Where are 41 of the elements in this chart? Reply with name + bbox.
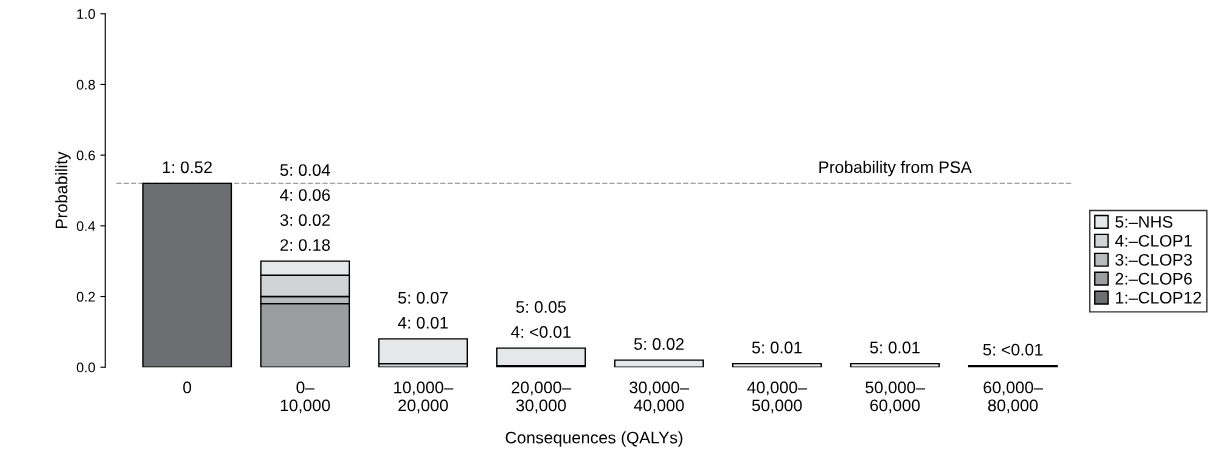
y-tick-label: 0.2 xyxy=(76,291,95,302)
bar xyxy=(142,182,233,368)
data-label: 5: <0.01 xyxy=(983,343,1043,356)
legend-label: 5:–NHS xyxy=(1115,215,1173,228)
data-label: 5: 0.07 xyxy=(398,291,448,304)
x-tick-label: 50,000– 60,000 xyxy=(865,381,926,414)
y-tick-label: 1.0 xyxy=(77,9,95,19)
legend-label: 2:–CLOP6 xyxy=(1115,272,1192,285)
y-tick-label: 0.6 xyxy=(76,150,95,161)
data-label: 4: 0.01 xyxy=(397,316,448,329)
bar xyxy=(849,362,940,368)
annotation: 4: 0.06 xyxy=(280,189,330,201)
annotation: 2: 0.18 xyxy=(280,239,330,251)
x-tick-label: 40,000– 50,000 xyxy=(747,381,808,414)
x-tick-label: 30,000– 40,000 xyxy=(629,381,690,414)
legend-label: 3:–CLOP3 xyxy=(1115,253,1192,266)
ref-line-label: Probability from PSA xyxy=(819,160,972,177)
data-label: 1: 0.52 xyxy=(162,161,212,174)
bar xyxy=(496,347,586,367)
data-label: 5: 0.01 xyxy=(752,341,802,354)
x-tick-label: 0– 10,000 xyxy=(280,381,330,414)
y-tick-label: 0.8 xyxy=(76,79,95,90)
data-label: 5: 0.01 xyxy=(870,341,920,354)
x-tick-label: 0 xyxy=(183,381,192,394)
data-label: 4: <0.01 xyxy=(511,326,571,338)
legend-label: 4:–CLOP1 xyxy=(1115,234,1192,247)
data-label: 5: 0.05 xyxy=(516,301,566,313)
legend-label: 1:–CLOP12 xyxy=(1116,291,1202,304)
bar xyxy=(732,362,822,368)
annotation: 3: 0.02 xyxy=(280,214,330,226)
x-tick-label: 60,000– 80,000 xyxy=(983,381,1044,414)
data-label: 5: 0.02 xyxy=(634,338,684,350)
x-axis-title: Consequences (QALYs) xyxy=(505,431,683,447)
y-tick-label: 0.0 xyxy=(76,362,95,373)
annotation: 5: 0.04 xyxy=(280,164,331,176)
bar xyxy=(614,359,704,368)
x-tick-label: 10,000– 20,000 xyxy=(394,381,454,414)
bar xyxy=(378,338,469,365)
x-tick-label: 20,000– 30,000 xyxy=(511,381,572,414)
y-axis-title: Probability xyxy=(55,151,71,229)
y-tick-label: 0.4 xyxy=(76,221,96,231)
